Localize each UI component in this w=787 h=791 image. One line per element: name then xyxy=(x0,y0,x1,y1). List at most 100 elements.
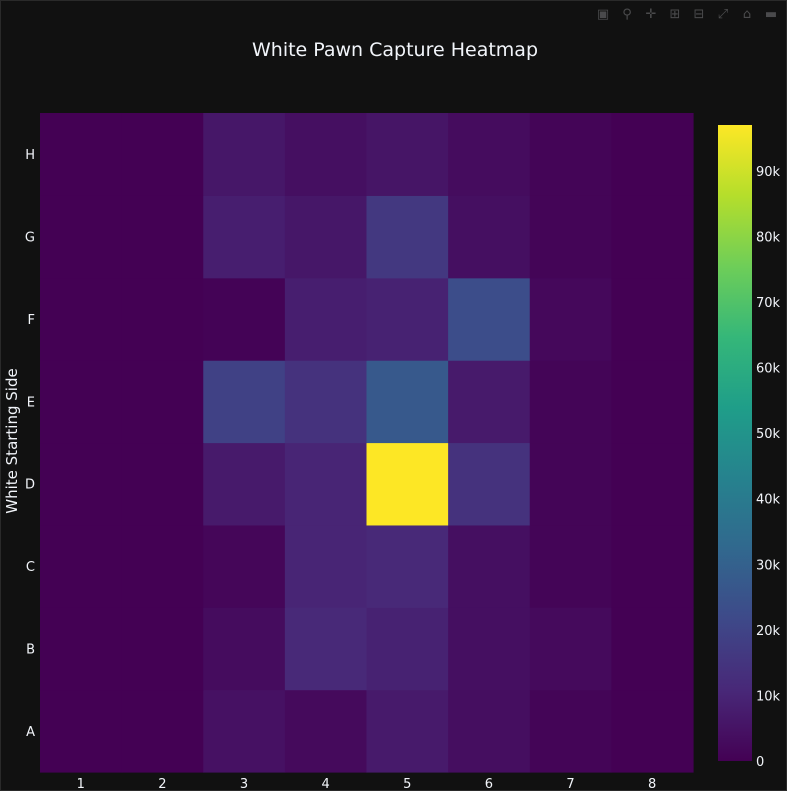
heatmap-cell-A8[interactable] xyxy=(611,689,694,773)
colorbar-tick-label: 0 xyxy=(756,755,764,770)
y-tick-label: H xyxy=(25,148,35,163)
heatmap-cell-F4[interactable] xyxy=(284,277,368,361)
y-tick-label: D xyxy=(25,478,35,493)
heatmap-cell-E6[interactable] xyxy=(448,360,531,444)
heatmap-cell-D4[interactable] xyxy=(284,442,368,526)
colorbar-ticks: 0 10k 20k 30k 40k 50k 60k 70k 80k 90k xyxy=(756,165,781,770)
heatmap-cell-H1[interactable] xyxy=(40,113,123,196)
heatmap-cell-C8[interactable] xyxy=(611,524,694,608)
y-tick-label: B xyxy=(26,642,35,657)
heatmap-cell-G2[interactable] xyxy=(121,195,204,279)
colorbar-tick-label: 30k xyxy=(756,558,781,573)
heatmap-cell-G3[interactable] xyxy=(203,195,286,279)
zoom-icon[interactable]: ⚲ xyxy=(622,6,632,22)
camera-icon[interactable]: ▣ xyxy=(596,6,610,22)
heatmap-cell-D8[interactable] xyxy=(611,442,694,526)
heatmap-cell-F7[interactable] xyxy=(529,277,612,361)
x-tick-label: 1 xyxy=(77,777,85,791)
heatmap-cell-A4[interactable] xyxy=(284,689,368,773)
x-axis-ticks: 1 2 3 4 5 6 7 8 xyxy=(77,777,657,791)
heatmap-cell-F6[interactable] xyxy=(448,277,531,361)
heatmap-cell-C5[interactable] xyxy=(366,524,449,608)
heatmap-cell-G1[interactable] xyxy=(40,195,123,279)
heatmap-cell-E4[interactable] xyxy=(284,360,368,444)
heatmap-cell-F8[interactable] xyxy=(611,277,694,361)
heatmap-cell-D1[interactable] xyxy=(40,442,123,526)
heatmap-cell-A7[interactable] xyxy=(529,689,612,773)
y-tick-label: C xyxy=(26,560,35,575)
autoscale-icon[interactable]: ⤢ xyxy=(717,6,729,22)
heatmap-cell-G6[interactable] xyxy=(448,195,531,279)
heatmap-cell-D6[interactable] xyxy=(448,442,531,526)
colorbar-tick-label: 40k xyxy=(756,493,781,508)
x-tick-label: 7 xyxy=(566,777,574,791)
colorbar-tick-label: 60k xyxy=(756,362,781,377)
heatmap-cell-D3[interactable] xyxy=(203,442,286,526)
colorbar-tick-label: 70k xyxy=(756,296,781,311)
heatmap-cell-E3[interactable] xyxy=(203,360,286,444)
heatmap-cell-H6[interactable] xyxy=(448,113,531,196)
chart-title: White Pawn Capture Heatmap xyxy=(252,39,538,61)
heatmap-cell-B4[interactable] xyxy=(284,607,368,691)
heatmap-cell-C1[interactable] xyxy=(40,524,123,608)
heatmap-cell-H4[interactable] xyxy=(284,113,368,196)
heatmap-cell-B2[interactable] xyxy=(121,607,204,691)
heatmap-cell-E5[interactable] xyxy=(366,360,449,444)
heatmap-cell-G5[interactable] xyxy=(366,195,449,279)
heatmap-cell-D2[interactable] xyxy=(121,442,204,526)
heatmap-cell-H7[interactable] xyxy=(529,113,612,196)
colorbar-tick-label: 80k xyxy=(756,230,781,245)
heatmap-cell-B7[interactable] xyxy=(529,607,612,691)
heatmap-cell-A6[interactable] xyxy=(448,689,531,773)
x-tick-label: 4 xyxy=(322,777,330,791)
heatmap-cell-A5[interactable] xyxy=(366,689,449,773)
heatmap-cell-H5[interactable] xyxy=(366,113,449,196)
y-tick-label: A xyxy=(26,725,35,740)
x-tick-label: 6 xyxy=(485,777,493,791)
plotly-logo-icon[interactable]: ▬ xyxy=(764,6,778,22)
y-tick-label: G xyxy=(25,231,35,246)
heatmap-cell-B5[interactable] xyxy=(366,607,449,691)
heatmap-cell-G7[interactable] xyxy=(529,195,612,279)
colorbar-tick-label: 10k xyxy=(756,689,781,704)
heatmap-cell-G8[interactable] xyxy=(611,195,694,279)
heatmap-cell-H8[interactable] xyxy=(611,113,694,196)
zoom-in-icon[interactable]: ⊞ xyxy=(669,6,681,22)
x-tick-label: 8 xyxy=(648,777,656,791)
reset-axes-icon[interactable]: ⌂ xyxy=(742,6,752,22)
heatmap-cell-C2[interactable] xyxy=(121,524,204,608)
heatmap-cell-D7[interactable] xyxy=(529,442,612,526)
zoom-out-icon[interactable]: ⊟ xyxy=(693,6,705,22)
modebar: ▣ ⚲ ✛ ⊞ ⊟ ⤢ ⌂ ▬ xyxy=(595,6,779,22)
heatmap-cell-A2[interactable] xyxy=(121,689,204,773)
y-tick-label: F xyxy=(28,313,35,328)
heatmap-cell-F5[interactable] xyxy=(366,277,449,361)
heatmap-cell-E1[interactable] xyxy=(40,360,123,444)
heatmap-cell-A1[interactable] xyxy=(40,689,123,773)
heatmap-cell-D5[interactable] xyxy=(366,442,449,526)
heatmap-cell-C4[interactable] xyxy=(284,524,368,608)
heatmap-cell-E7[interactable] xyxy=(529,360,612,444)
heatmap-cell-H3[interactable] xyxy=(203,113,286,196)
heatmap-cell-C6[interactable] xyxy=(448,524,531,608)
heatmap-cell-F3[interactable] xyxy=(203,277,286,361)
x-tick-label: 3 xyxy=(240,777,248,791)
heatmap-cell-C3[interactable] xyxy=(203,524,286,608)
x-tick-label: 5 xyxy=(403,777,411,791)
heatmap-cell-B6[interactable] xyxy=(448,607,531,691)
heatmap-cell-B3[interactable] xyxy=(203,607,286,691)
heatmap-cell-E8[interactable] xyxy=(611,360,694,444)
pan-icon[interactable]: ✛ xyxy=(645,6,657,22)
heatmap-cell-B1[interactable] xyxy=(40,607,123,691)
heatmap-cell-F1[interactable] xyxy=(40,277,123,361)
heatmap-cell-H2[interactable] xyxy=(121,113,204,196)
heatmap-cell-E2[interactable] xyxy=(121,360,204,444)
y-axis-ticks: A B C D E F G H xyxy=(25,148,35,740)
heatmap-cell-G4[interactable] xyxy=(284,195,368,279)
heatmap-cell-B8[interactable] xyxy=(611,607,694,691)
heatmap-cells xyxy=(40,113,694,773)
heatmap-cell-A3[interactable] xyxy=(203,689,286,773)
heatmap-cell-C7[interactable] xyxy=(529,524,612,608)
heatmap-cell-F2[interactable] xyxy=(121,277,204,361)
